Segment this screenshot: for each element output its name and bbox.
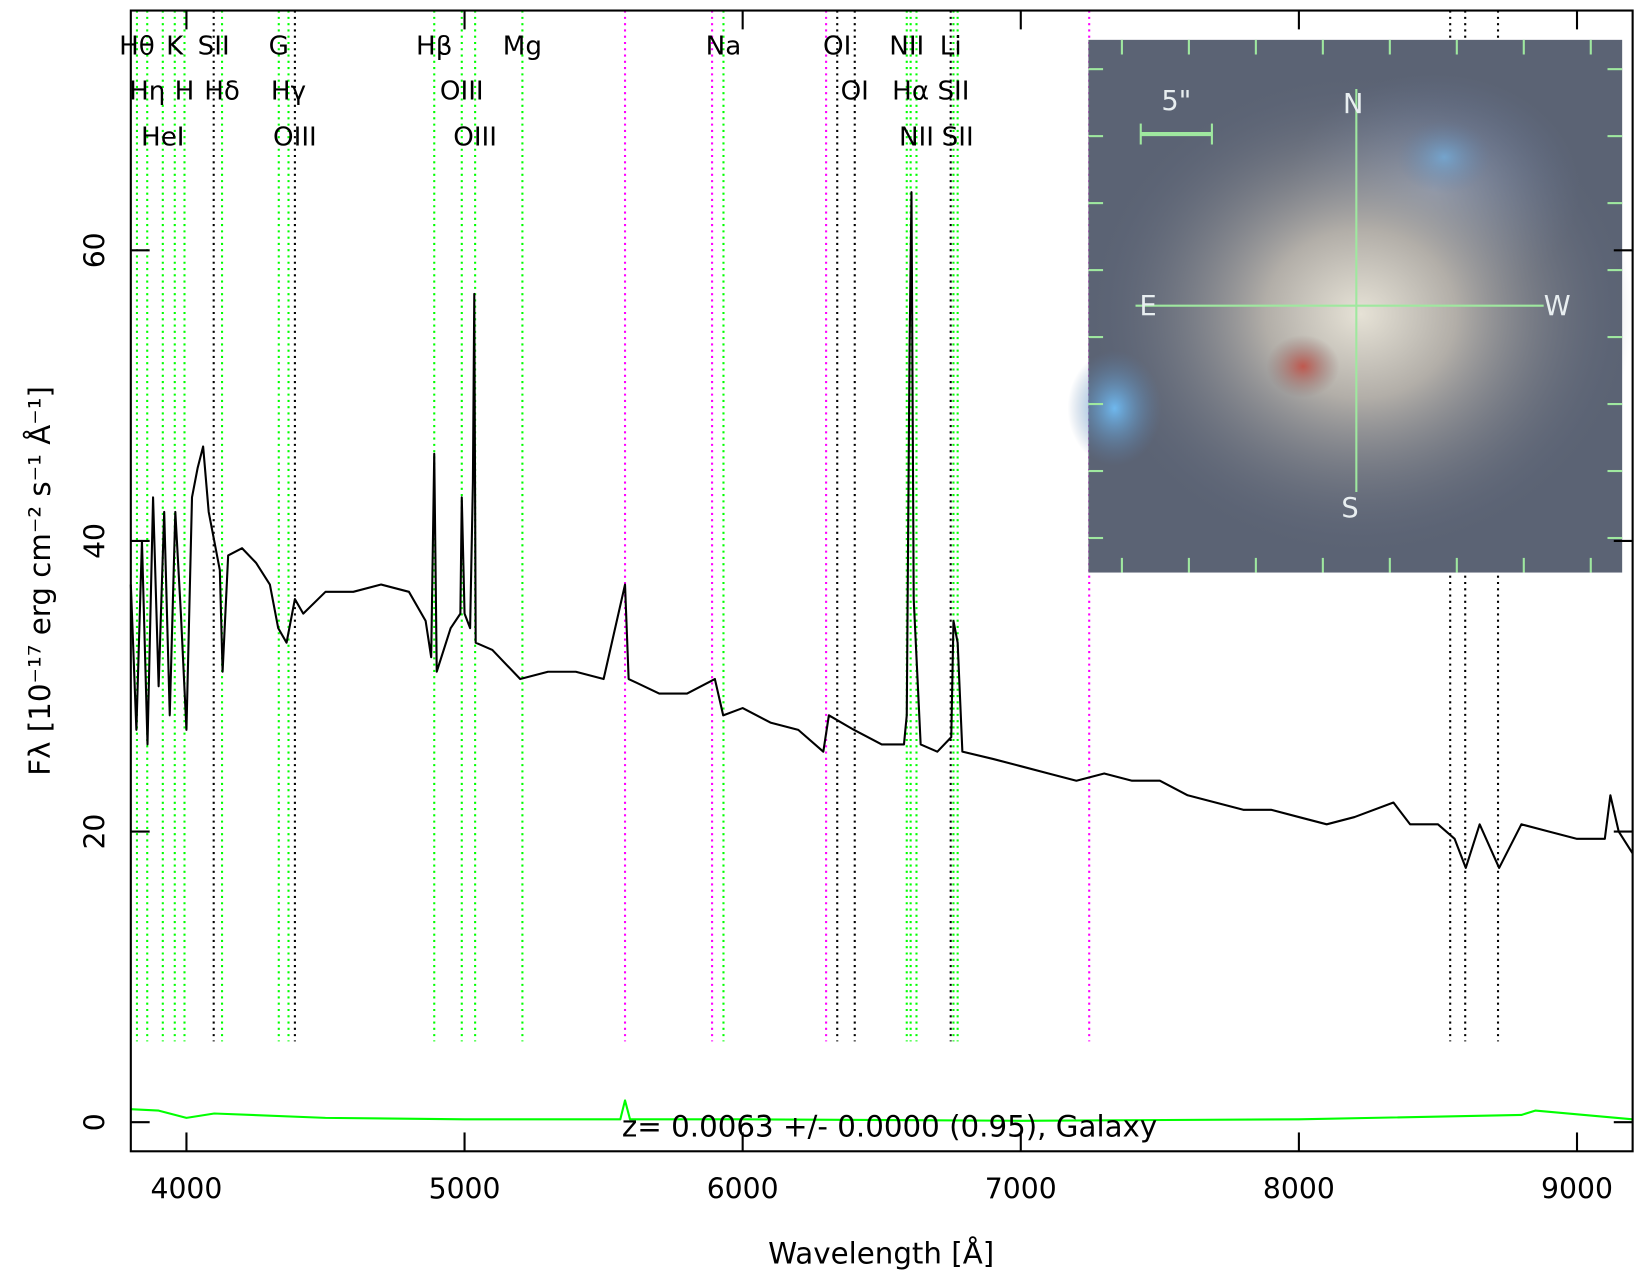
x-tick-label: 5000: [429, 1172, 501, 1205]
feature-label: G: [269, 32, 289, 62]
scale-label: 5": [1161, 86, 1191, 117]
x-axis-label: Wavelength [Å]: [768, 1235, 994, 1270]
x-tick-label: 4000: [150, 1172, 222, 1205]
inset-labels: 5" N S E W: [1139, 86, 1570, 524]
y-tick-label: 60: [79, 232, 112, 268]
y-axis-label: Fλ [10⁻¹⁷ erg cm⁻² s⁻¹ Å⁻¹]: [22, 386, 57, 776]
inset-image: 5" N S E W: [1067, 39, 1633, 573]
feature-label: HeI: [141, 123, 184, 153]
inset-galaxy-core: [1088, 73, 1633, 555]
west-label: W: [1544, 291, 1571, 322]
feature-label: Li: [940, 32, 962, 62]
feature-label: SII: [937, 77, 969, 107]
east-label: E: [1139, 291, 1156, 322]
feature-label: Hθ: [119, 32, 155, 62]
feature-label: Na: [706, 32, 742, 62]
feature-label: Hα: [892, 77, 929, 107]
inset-blue-source: [1067, 350, 1162, 466]
inset-crosshair: [1135, 89, 1544, 492]
y-tick-label: 20: [79, 814, 112, 850]
x-tick-label: 8000: [1263, 1172, 1335, 1205]
spectrum-line: [129, 191, 1634, 869]
feature-label: Mg: [503, 32, 542, 62]
inset-ticks: [1088, 39, 1623, 573]
x-tick-label: 9000: [1541, 1172, 1613, 1205]
plot-frame: [129, 9, 1634, 1153]
north-label: N: [1343, 89, 1363, 120]
feature-label: OI: [823, 32, 851, 62]
feature-label: Hγ: [271, 77, 306, 107]
feature-label: NII: [899, 123, 934, 153]
redshift-annotation: z= 0.0063 +/- 0.0000 (0.95), Galaxy: [622, 1110, 1157, 1144]
y-tick-label: 0: [79, 1113, 112, 1131]
feature-label: Hδ: [204, 77, 240, 107]
feature-label: Hβ: [416, 32, 452, 62]
inset-knot: [1397, 120, 1492, 194]
feature-label: OI: [841, 77, 869, 107]
feature-label: OIII: [453, 123, 497, 153]
y-tick-label: 40: [79, 523, 112, 559]
feature-label: OIII: [440, 77, 484, 107]
x-tick-label: 6000: [707, 1172, 779, 1205]
axes: Wavelength [Å] Fλ [10⁻¹⁷ erg cm⁻² s⁻¹ Å⁻…: [22, 9, 1634, 1270]
feature-label: SII: [198, 32, 230, 62]
feature-label: SII: [942, 123, 974, 153]
feature-label: K: [166, 32, 184, 62]
spectrum-line: [130, 1099, 1633, 1122]
feature-label: OIII: [273, 123, 317, 153]
south-label: S: [1341, 493, 1358, 524]
x-tick-label: 7000: [985, 1172, 1057, 1205]
inset-red-source: [1266, 334, 1340, 398]
feature-label: H: [175, 77, 195, 107]
feature-label: Hη: [129, 77, 165, 107]
feature-label: NII: [889, 32, 924, 62]
